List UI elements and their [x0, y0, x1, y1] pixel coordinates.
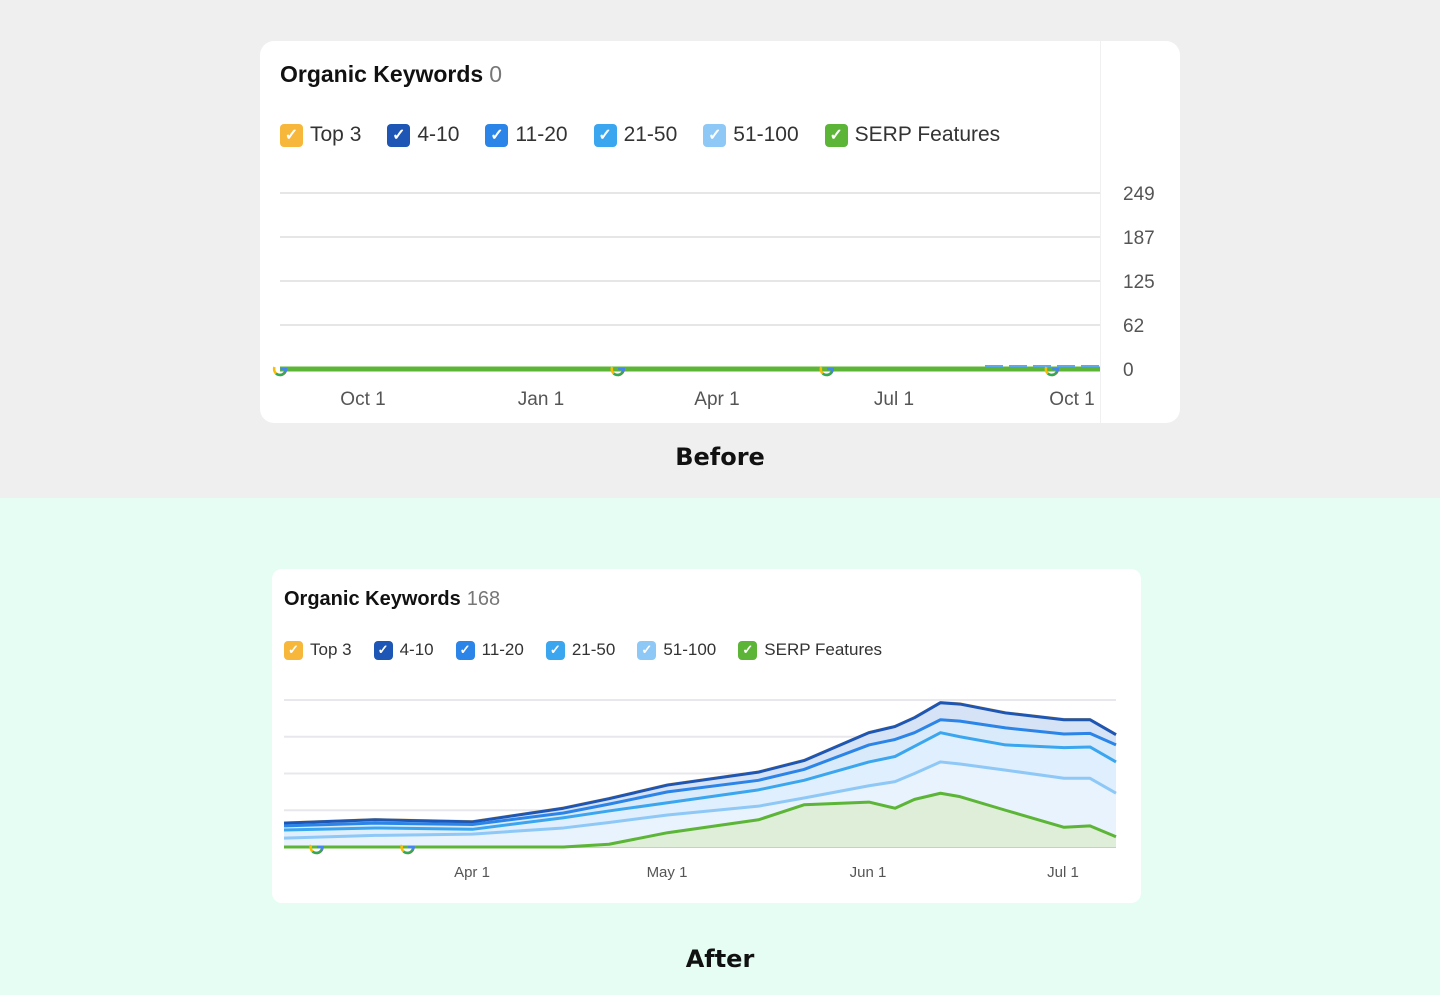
legend-item-top3[interactable]: ✓ Top 3	[280, 123, 361, 147]
legend-label: 11-20	[481, 640, 524, 659]
legend-label: Top 3	[310, 640, 352, 659]
legend-label: Top 3	[310, 123, 362, 146]
title-text: Organic Keywords	[284, 588, 461, 610]
g-blue	[408, 845, 415, 851]
after-chart-card: Organic Keywords 168 ✓ Top 3 ✓ 4-10 ✓ 11-20 ✓ 21…	[272, 569, 1141, 903]
google-update-icon	[309, 839, 324, 855]
y-tick-label: 0	[1123, 360, 1134, 381]
g-green	[612, 371, 624, 377]
g-blue	[280, 367, 288, 373]
y-tick-label: 125	[1123, 272, 1155, 293]
legend-item-serp[interactable]: ✓ SERP Features	[738, 640, 882, 660]
chart-title: Organic Keywords 0	[280, 61, 502, 88]
g-yellow	[400, 844, 405, 853]
g-yellow	[1044, 366, 1049, 375]
legend-item-serp[interactable]: ✓ SERP Features	[824, 123, 1001, 147]
legend-item-4-10[interactable]: ✓ 4-10	[387, 123, 459, 147]
legend-item-11-20[interactable]: ✓ 11-20	[485, 123, 568, 147]
before-caption: Before	[675, 443, 765, 471]
x-tick-label: Jan 1	[518, 389, 564, 410]
legend-label: SERP Features	[764, 640, 883, 659]
checkbox-checked-icon[interactable]: ✓	[738, 640, 758, 660]
series-line-51-100	[283, 760, 1117, 840]
legend-item-21-50[interactable]: ✓ 21-50	[545, 640, 616, 660]
g-blue	[618, 367, 626, 373]
google-update-icon	[1044, 361, 1060, 377]
legend-label: 51-100	[663, 640, 717, 659]
before-chart-card: Organic Keywords 0 ✓ Top 3 ✓ 4-10 ✓ 11-20 ✓ 21-5…	[260, 41, 1180, 423]
before-chart-plot: 249 187 125 62 0 Oct 1 Jan 1 Apr 1 Jul 1 Oct 1	[272, 184, 1155, 410]
x-tick-label: May 1	[647, 864, 688, 881]
g-green	[311, 849, 323, 855]
checkbox-checked-icon[interactable]: ✓	[387, 123, 411, 147]
after-caption: After	[685, 945, 755, 973]
x-tick-label: Apr 1	[694, 389, 739, 410]
y-tick-label: 249	[1123, 184, 1155, 205]
g-blue	[827, 367, 835, 373]
x-tick-label: Oct 1	[340, 389, 385, 410]
legend-item-top3[interactable]: ✓ Top 3	[284, 640, 352, 660]
checkbox-checked-icon[interactable]: ✓	[637, 640, 657, 660]
checkbox-checked-icon[interactable]: ✓	[485, 123, 509, 147]
legend-label: 51-100	[733, 123, 799, 146]
legend-label: 11-20	[515, 123, 568, 146]
checkbox-checked-icon[interactable]: ✓	[280, 123, 303, 147]
google-update-icon	[819, 361, 835, 377]
checkbox-checked-icon[interactable]: ✓	[824, 123, 848, 147]
series-line-serp	[284, 791, 1117, 849]
google-update-icon	[400, 839, 415, 855]
x-tick-label: Apr 1	[454, 864, 490, 881]
legend-item-21-50[interactable]: ✓ 21-50	[593, 123, 678, 147]
checkbox-checked-icon[interactable]: ✓	[593, 123, 617, 147]
google-update-icon	[610, 361, 626, 377]
g-blue	[317, 845, 324, 851]
g-green	[275, 371, 287, 377]
series-line-4-10	[283, 701, 1117, 825]
legend: ✓ Top 3 ✓ 4-10 ✓ 11-20 ✓ 21-50 ✓ 51-100 ✓ SERP Feat…	[280, 123, 1000, 147]
chart-title: Organic Keywords 168	[284, 588, 500, 611]
g-green	[821, 371, 833, 377]
y-tick-label: 62	[1123, 316, 1144, 337]
legend-item-11-20[interactable]: ✓ 11-20	[455, 640, 524, 660]
g-yellow	[272, 366, 278, 375]
series-line-21-50	[283, 731, 1117, 832]
x-tick-label: Jul 1	[1047, 864, 1079, 881]
legend: ✓ Top 3 ✓ 4-10 ✓ 11-20 ✓ 21-50 ✓ 51-100 ✓ SERP Feat…	[284, 640, 882, 660]
x-tick-label: Oct 1	[1049, 389, 1094, 410]
after-chart-plot: Apr 1 May 1 Jun 1 Jul 1	[283, 699, 1117, 881]
g-green	[402, 849, 414, 855]
google-update-icon	[272, 361, 288, 377]
legend-label: 4-10	[417, 123, 460, 146]
legend-item-51-100[interactable]: ✓ 51-100	[703, 123, 799, 147]
checkbox-checked-icon[interactable]: ✓	[545, 640, 565, 660]
legend-label: 4-10	[399, 640, 434, 659]
legend-label: 21-50	[571, 640, 616, 659]
g-yellow	[610, 366, 615, 375]
legend-item-51-100[interactable]: ✓ 51-100	[637, 640, 716, 660]
keyword-count: 0	[489, 61, 503, 87]
y-axis-divider	[1100, 41, 1101, 423]
g-yellow	[819, 366, 824, 375]
legend-label: 21-50	[623, 123, 678, 146]
keyword-count: 168	[466, 588, 501, 610]
y-tick-label: 187	[1123, 228, 1155, 249]
g-green	[1046, 371, 1058, 377]
legend-label: SERP Features	[854, 123, 1001, 146]
g-yellow	[309, 844, 314, 853]
g-blue	[1052, 367, 1060, 373]
series-line-11-20	[283, 718, 1117, 828]
area-serp	[284, 793, 1116, 847]
checkbox-checked-icon[interactable]: ✓	[373, 640, 393, 660]
x-tick-label: Jun 1	[850, 864, 887, 881]
checkbox-checked-icon[interactable]: ✓	[703, 123, 727, 147]
x-tick-label: Jul 1	[874, 389, 914, 410]
checkbox-checked-icon[interactable]: ✓	[455, 640, 475, 660]
legend-item-4-10[interactable]: ✓ 4-10	[373, 640, 434, 660]
checkbox-checked-icon[interactable]: ✓	[284, 640, 303, 660]
title-text: Organic Keywords	[280, 61, 484, 87]
